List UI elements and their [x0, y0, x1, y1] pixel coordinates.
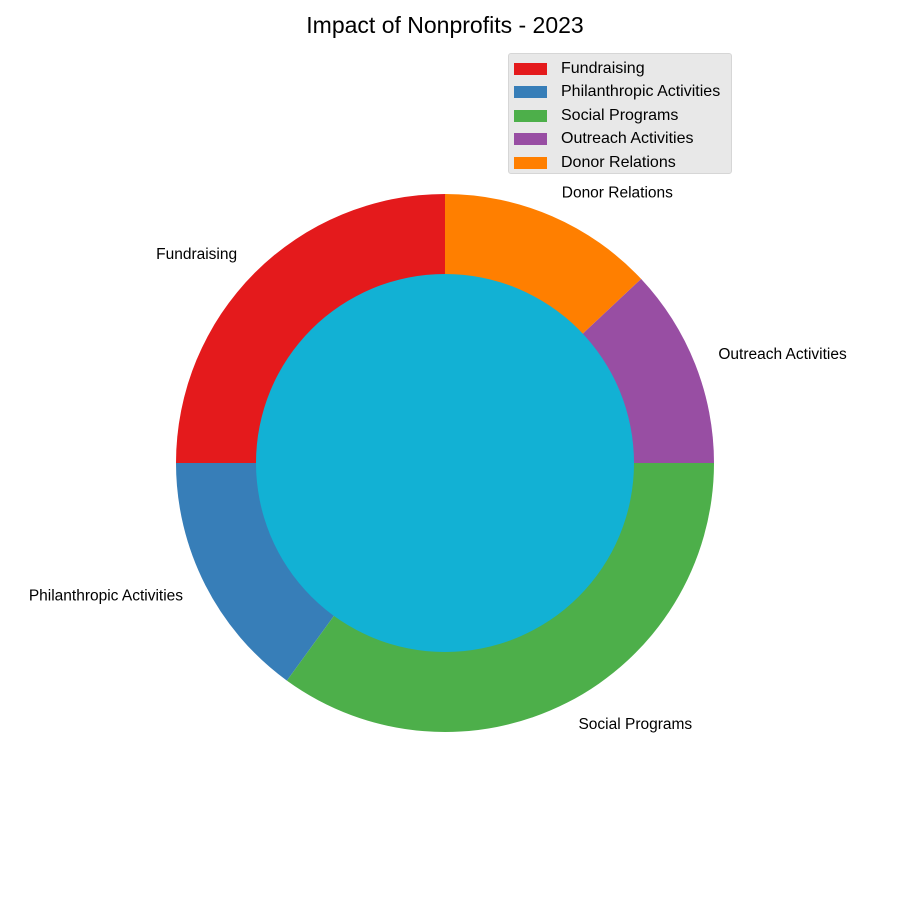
- legend-item-donor-relations: Donor Relations: [509, 151, 731, 175]
- legend-swatch: [514, 109, 547, 122]
- slice-label-donor-relations: Donor Relations: [562, 184, 673, 201]
- slice-label-outreach-activities: Outreach Activities: [718, 346, 847, 363]
- slice-label-fundraising: Fundraising: [156, 246, 237, 263]
- legend-item-social-programs: Social Programs: [509, 104, 731, 128]
- legend-label: Social Programs: [561, 106, 679, 124]
- legend: Fundraising Philanthropic Activities Socia…: [508, 53, 732, 174]
- legend-label: Fundraising: [561, 59, 645, 77]
- chart-title: Impact of Nonprofits - 2023: [306, 12, 584, 38]
- legend-swatch: [514, 156, 547, 169]
- legend-item-philanthropic-activities: Philanthropic Activities: [509, 81, 731, 105]
- legend-item-outreach-activities: Outreach Activities: [509, 128, 731, 152]
- slice-labels-layer: Fundraising Philanthropic Activities Socia…: [29, 184, 847, 733]
- legend-item-fundraising: Fundraising: [509, 57, 731, 81]
- donut-center-circle: [256, 274, 634, 652]
- slice-label-philanthropic-activities: Philanthropic Activities: [29, 588, 183, 605]
- legend-label: Outreach Activities: [561, 130, 694, 148]
- legend-label: Donor Relations: [561, 153, 676, 171]
- legend-swatch: [514, 86, 547, 99]
- legend-swatch: [514, 133, 547, 146]
- slice-label-social-programs: Social Programs: [578, 716, 692, 733]
- legend-swatch: [514, 62, 547, 75]
- legend-label: Philanthropic Activities: [561, 83, 721, 101]
